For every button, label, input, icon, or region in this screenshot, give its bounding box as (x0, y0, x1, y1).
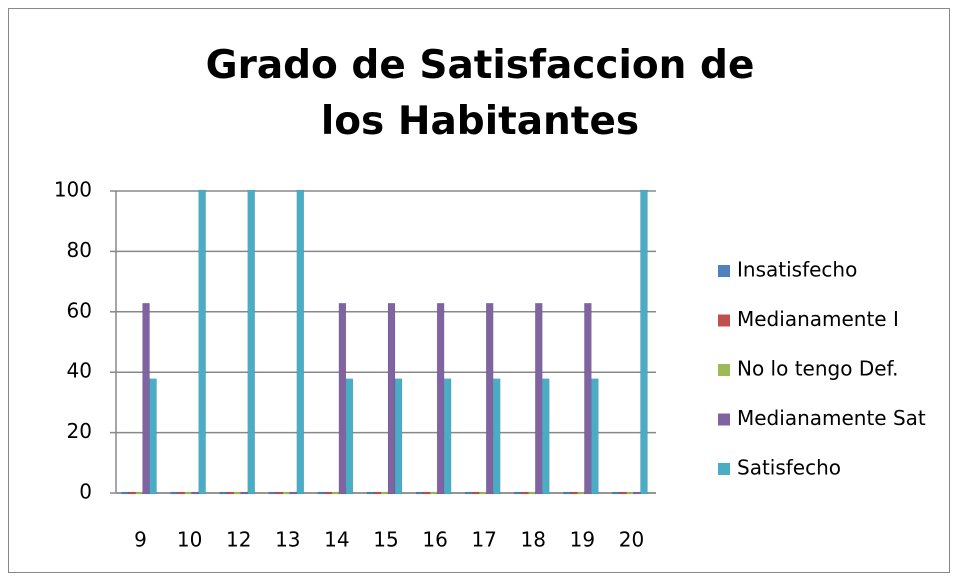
x-tick-label: 12 (226, 528, 251, 552)
bar (542, 378, 550, 495)
bar (535, 303, 543, 495)
x-tick-label: 13 (275, 528, 300, 552)
bar (478, 491, 487, 495)
bar (268, 491, 277, 495)
bar (443, 378, 452, 495)
bar (563, 491, 571, 495)
bar (387, 303, 396, 495)
legend-swatch (718, 364, 730, 376)
x-tick-label: 10 (177, 528, 202, 552)
bar (219, 491, 227, 495)
y-tick-label: 60 (67, 298, 92, 322)
bar (492, 378, 501, 495)
legend-swatch (718, 413, 730, 426)
legend-label: No lo tengo Def. (737, 357, 898, 381)
bar (612, 491, 620, 495)
bar (584, 303, 592, 495)
bar (142, 303, 150, 495)
bar (240, 491, 248, 495)
legend-label: Medianamente I (737, 307, 899, 331)
bar (577, 491, 585, 495)
bar (633, 491, 641, 495)
bar (464, 491, 473, 495)
bar (345, 378, 354, 495)
bar (485, 303, 494, 495)
y-tick-label: 80 (67, 238, 92, 262)
y-tick-label: 100 (54, 178, 92, 202)
x-tick-label: 15 (373, 528, 398, 552)
bar (121, 491, 129, 495)
bar (184, 491, 192, 495)
bar (373, 491, 382, 495)
bar (282, 491, 291, 495)
bar (324, 491, 333, 495)
bar (226, 491, 234, 495)
legend-label: Medianamente Sat (737, 406, 926, 430)
legend-label: Insatisfecho (737, 258, 857, 282)
bar (191, 491, 199, 495)
chart-frame (8, 8, 950, 573)
legend-swatch (718, 463, 730, 475)
bar (521, 491, 529, 495)
bar (422, 491, 431, 495)
bar (380, 491, 389, 495)
bar (296, 189, 305, 495)
bar (317, 491, 326, 495)
bar (436, 303, 445, 495)
bar (198, 189, 206, 495)
x-tick-label: 9 (134, 528, 147, 552)
bar (247, 189, 255, 495)
legend-swatch (718, 265, 730, 277)
bar (135, 491, 143, 495)
bar (626, 491, 634, 495)
bar (591, 378, 599, 495)
bar (570, 491, 578, 495)
bar (429, 491, 438, 495)
bar (177, 491, 185, 495)
legend-swatch (718, 314, 730, 327)
bar (640, 189, 648, 495)
bar (331, 491, 340, 495)
bar (233, 491, 241, 495)
bar (471, 491, 480, 495)
y-tick-label: 40 (67, 359, 92, 383)
bar (289, 491, 298, 495)
chart-title: Grado de Satisfaccion de los Habitantes (205, 43, 755, 144)
x-tick-label: 14 (324, 528, 349, 552)
bar (128, 491, 136, 495)
x-tick-label: 18 (521, 528, 546, 552)
bar (394, 378, 403, 495)
bar (338, 303, 347, 495)
bar (619, 491, 627, 495)
y-tick-label: 0 (79, 480, 92, 504)
x-tick-label: 20 (619, 528, 644, 552)
bar (275, 491, 284, 495)
y-tick-label: 20 (67, 419, 92, 443)
bar (366, 491, 375, 495)
x-tick-label: 16 (422, 528, 447, 552)
x-tick-label: 19 (570, 528, 595, 552)
bar (415, 491, 424, 495)
bar (528, 491, 536, 495)
bar (170, 491, 178, 495)
legend-label: Satisfecho (737, 456, 841, 480)
bar (514, 491, 522, 495)
x-tick-label: 17 (471, 528, 496, 552)
bar (149, 378, 157, 495)
